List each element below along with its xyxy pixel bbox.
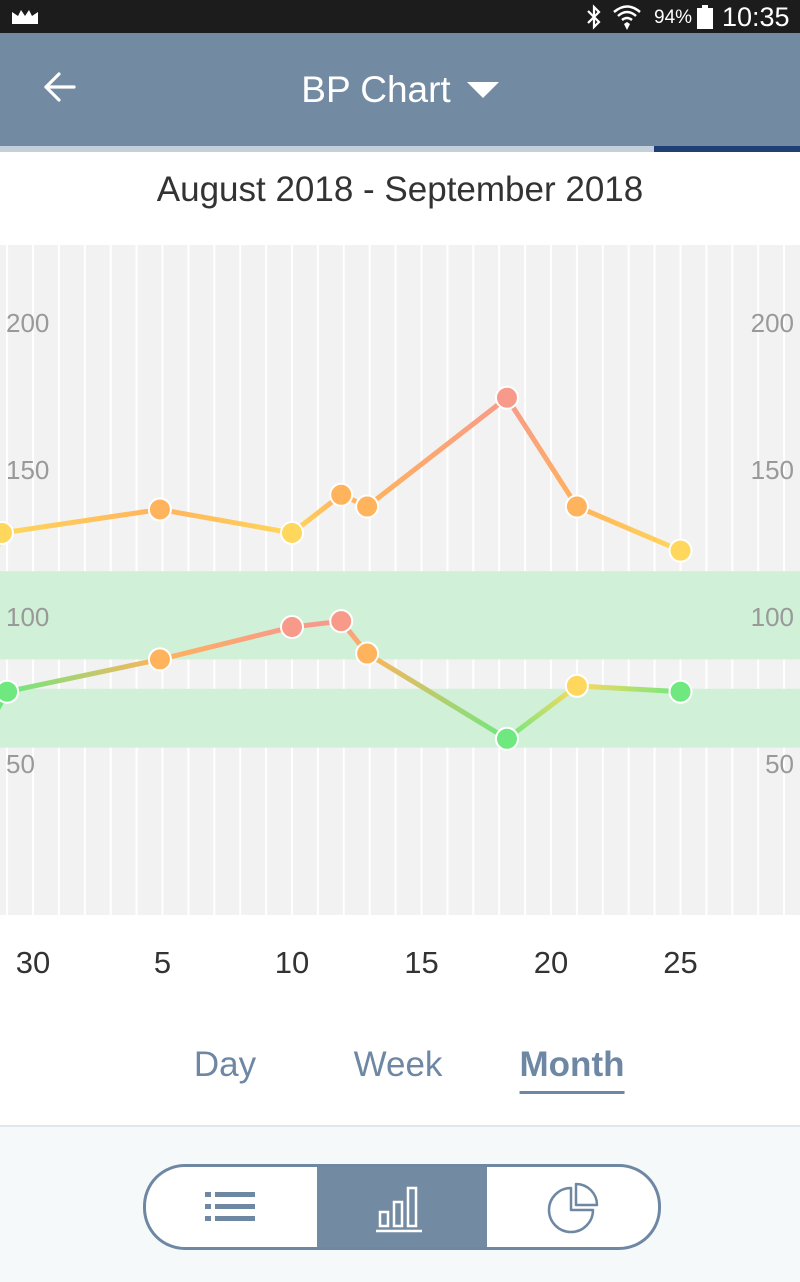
- list-view-button[interactable]: [146, 1167, 317, 1247]
- y-tick-label-left: 100: [6, 602, 49, 632]
- bar-chart-icon: [376, 1186, 422, 1233]
- diastolic-point: [280, 615, 304, 640]
- pie-chart-icon: [547, 1182, 598, 1234]
- y-tick-label-right: 150: [751, 455, 794, 485]
- x-tick-label: 15: [404, 945, 439, 980]
- list-icon: [205, 1192, 256, 1221]
- y-tick-label-left: 200: [6, 308, 49, 338]
- diastolic-point: [0, 679, 20, 704]
- arrow-left-icon[interactable]: [30, 57, 90, 117]
- y-tick-label-left: 50: [6, 749, 35, 779]
- diastolic-normal-band: [0, 688, 800, 748]
- y-tick-label-right: 100: [751, 602, 794, 632]
- systolic-normal-band: [0, 571, 800, 660]
- diastolic-point: [329, 609, 354, 634]
- chart-view-button[interactable]: [316, 1167, 488, 1247]
- diastolic-segment: [364, 651, 510, 742]
- x-axis-labels: 30 5 10 15 20 25: [0, 945, 800, 995]
- tab-day[interactable]: Day: [193, 1045, 257, 1084]
- page-title: BP Chart: [301, 68, 451, 110]
- systolic-segment: [504, 395, 580, 510]
- wifi-icon: [613, 5, 641, 30]
- tab-month[interactable]: Month: [519, 1045, 625, 1094]
- status-bar: 94% 10:35: [0, 0, 800, 33]
- systolic-segment: [364, 395, 510, 510]
- bottom-bar: [0, 1125, 800, 1282]
- battery-percent: 94%: [654, 7, 693, 28]
- systolic-segment: [574, 504, 683, 554]
- systolic-point: [147, 497, 172, 522]
- systolic-point: [329, 482, 354, 507]
- systolic-point: [668, 538, 693, 563]
- diastolic-segment: [4, 656, 163, 695]
- period-progress-fill: [654, 146, 800, 152]
- y-tick-label-left: 150: [6, 455, 49, 485]
- view-switch: [143, 1164, 661, 1250]
- diastolic-segment: [574, 683, 683, 695]
- battery-icon: [697, 5, 713, 29]
- systolic-segment: [157, 506, 295, 536]
- notification-icon: [12, 10, 38, 24]
- diastolic-point: [147, 647, 172, 672]
- systolic-point: [280, 520, 304, 545]
- x-tick-label: 25: [663, 945, 698, 980]
- bp-chart[interactable]: 50 50 100 100 150 150 200 200: [0, 245, 800, 915]
- chart-type-dropdown[interactable]: BP Chart: [301, 68, 499, 111]
- range-tabs: Day Week Month: [0, 1045, 800, 1105]
- y-tick-label-right: 200: [751, 308, 794, 338]
- pie-view-button[interactable]: [487, 1167, 658, 1247]
- systolic-point: [564, 494, 589, 519]
- systolic-point: [355, 494, 380, 519]
- diastolic-segment: [157, 624, 295, 662]
- systolic-segment: [0, 506, 163, 536]
- x-tick-label: 30: [15, 945, 51, 980]
- caret-down-icon: [466, 81, 499, 98]
- y-tick-label-right: 50: [765, 749, 794, 779]
- x-tick-label: 10: [274, 945, 310, 980]
- diastolic-point: [564, 673, 589, 698]
- period-progress-track: [0, 146, 800, 152]
- status-time: 10:35: [722, 2, 790, 32]
- diastolic-point: [668, 679, 693, 704]
- date-range-label: August 2018 - September 2018: [156, 170, 644, 209]
- app-bar: BP Chart: [0, 33, 800, 146]
- systolic-point: [494, 385, 519, 410]
- x-tick-label: 5: [153, 945, 172, 980]
- bluetooth-icon: [587, 4, 601, 30]
- diastolic-point: [355, 641, 380, 666]
- diastolic-point: [494, 726, 519, 751]
- x-tick-label: 20: [533, 945, 569, 980]
- tab-week[interactable]: Week: [353, 1045, 443, 1084]
- diastolic-segment: [504, 683, 580, 742]
- bp-chart-svg: 50 50 100 100 150 150 200 200: [0, 245, 800, 915]
- systolic-point: [0, 520, 14, 545]
